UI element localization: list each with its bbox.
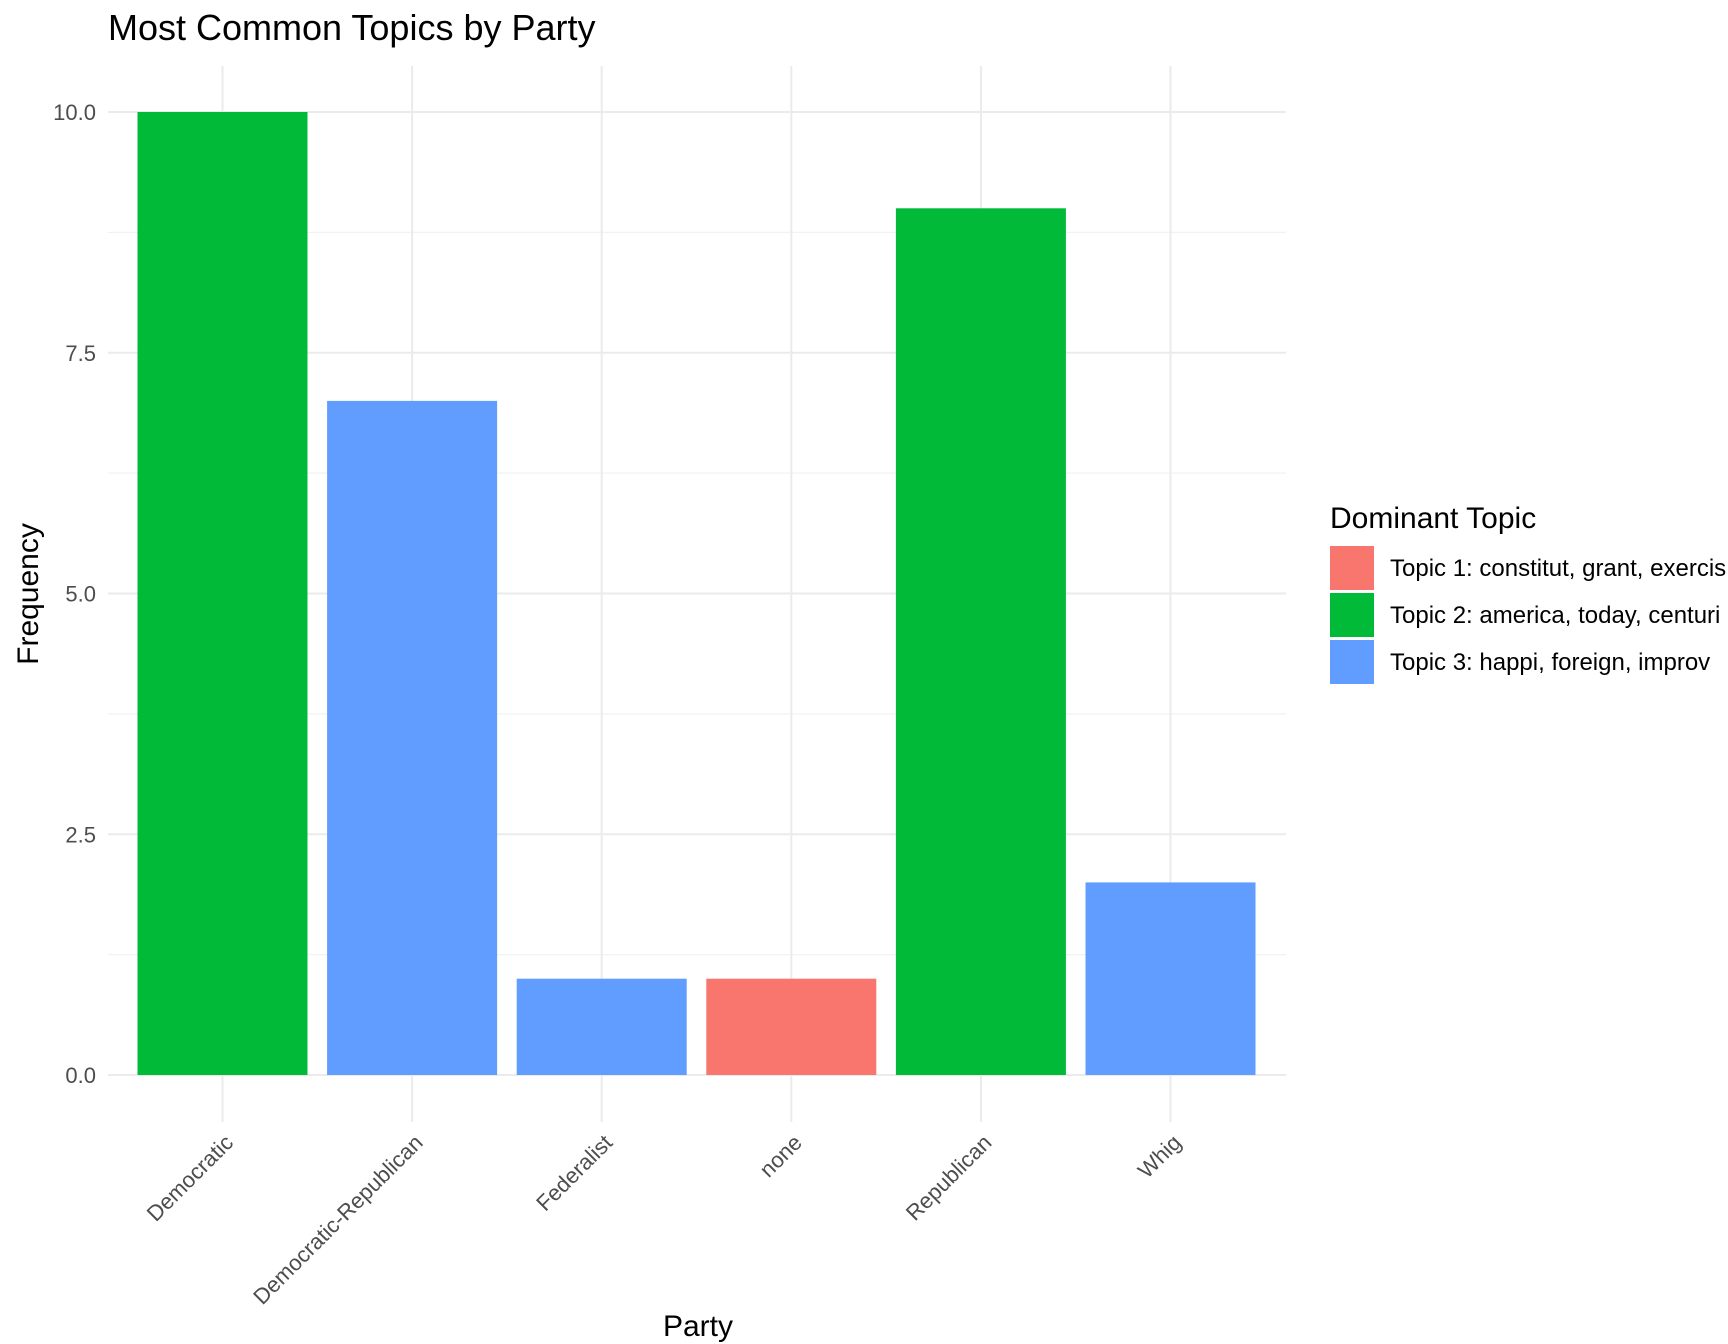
- x-tick-label: Republican: [901, 1130, 997, 1226]
- bar-federalist: [516, 978, 687, 1075]
- legend-swatch: [1330, 640, 1374, 684]
- bar-whig: [1085, 882, 1256, 1075]
- x-tick-label: Democratic: [142, 1130, 238, 1226]
- legend: Dominant Topic Topic 1: constitut, grant…: [1330, 502, 1726, 684]
- y-tick-label: 7.5: [65, 341, 96, 366]
- bar-democratic-republican: [327, 400, 498, 1075]
- bar-democratic: [137, 112, 308, 1075]
- y-axis-ticks: 0.0 2.5 5.0 7.5 10.0: [53, 100, 96, 1088]
- bar-republican: [895, 208, 1066, 1076]
- legend-label: Topic 1: constitut, grant, exercis: [1390, 555, 1726, 582]
- legend-swatch: [1330, 593, 1374, 637]
- x-axis-ticks: Democratic Democratic-Republican Federalis…: [142, 1130, 1186, 1309]
- bars: [137, 112, 1256, 1076]
- chart-title: Most Common Topics by Party: [108, 7, 596, 48]
- x-tick-label: Whig: [1133, 1130, 1186, 1183]
- y-tick-label: 5.0: [65, 582, 96, 607]
- y-tick-label: 10.0: [53, 100, 96, 125]
- x-tick-label: Federalist: [531, 1130, 617, 1216]
- legend-label: Topic 2: america, today, centuri: [1390, 602, 1720, 629]
- x-axis-title: Party: [663, 1310, 733, 1343]
- x-tick-label: Democratic-Republican: [248, 1130, 427, 1309]
- bar-none: [706, 978, 877, 1075]
- legend-items: Topic 1: constitut, grant, exercis Topic …: [1330, 546, 1726, 684]
- legend-swatch: [1330, 546, 1374, 590]
- y-tick-label: 0.0: [65, 1063, 96, 1088]
- legend-title: Dominant Topic: [1330, 502, 1536, 535]
- x-tick-label: none: [755, 1130, 807, 1182]
- legend-label: Topic 3: happi, foreign, improv: [1390, 649, 1710, 676]
- y-axis-title: Frequency: [12, 523, 45, 665]
- y-tick-label: 2.5: [65, 822, 96, 847]
